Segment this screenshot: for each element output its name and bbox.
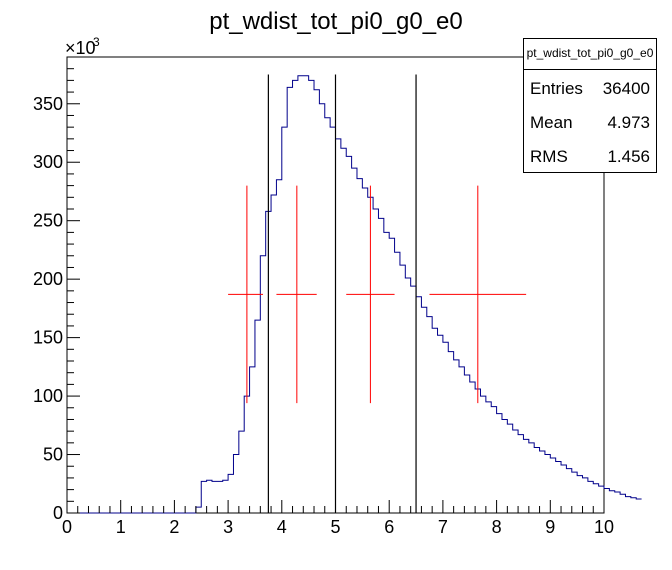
stats-box-name: pt_wdist_tot_pi0_g0_e0 (524, 39, 656, 70)
stats-value-mean: 4.973 (607, 113, 650, 132)
x-tick-label: 7 (438, 517, 448, 537)
stats-row-entries: Entries 36400 (524, 70, 656, 104)
y-tick-label: 250 (33, 211, 63, 231)
stats-value-rms: 1.456 (607, 147, 650, 166)
x-tick-label: 4 (277, 517, 287, 537)
histogram-line (67, 75, 642, 514)
y-tick-label: 150 (33, 328, 63, 348)
x-tick-label: 6 (384, 517, 394, 537)
y-tick-label: 200 (33, 269, 63, 289)
x-tick-label: 8 (492, 517, 502, 537)
y-tick-label: 0 (53, 503, 63, 523)
stats-row-rms: RMS 1.456 (524, 138, 656, 172)
y-tick-label: 100 (33, 386, 63, 406)
stats-value-entries: 36400 (602, 79, 650, 98)
stats-label-rms: RMS (530, 147, 568, 166)
x-tick-label: 10 (594, 517, 614, 537)
x-tick-label: 9 (545, 517, 555, 537)
x-tick-label: 5 (330, 517, 340, 537)
y-multiplier-exponent: 3 (93, 35, 100, 49)
chart-title: pt_wdist_tot_pi0_g0_e0 (209, 8, 463, 35)
x-tick-label: 1 (116, 517, 126, 537)
stats-box: pt_wdist_tot_pi0_g0_e0 Entries 36400 Mea… (523, 38, 657, 173)
x-tick-label: 0 (62, 517, 72, 537)
y-multiplier-label: ×10 (65, 38, 96, 58)
y-tick-label: 300 (33, 152, 63, 172)
x-tick-label: 2 (169, 517, 179, 537)
stats-label-mean: Mean (530, 113, 573, 132)
stats-label-entries: Entries (530, 79, 583, 98)
y-tick-label: 50 (43, 445, 63, 465)
y-tick-label: 350 (33, 94, 63, 114)
stats-row-mean: Mean 4.973 (524, 104, 656, 138)
x-tick-label: 3 (223, 517, 233, 537)
